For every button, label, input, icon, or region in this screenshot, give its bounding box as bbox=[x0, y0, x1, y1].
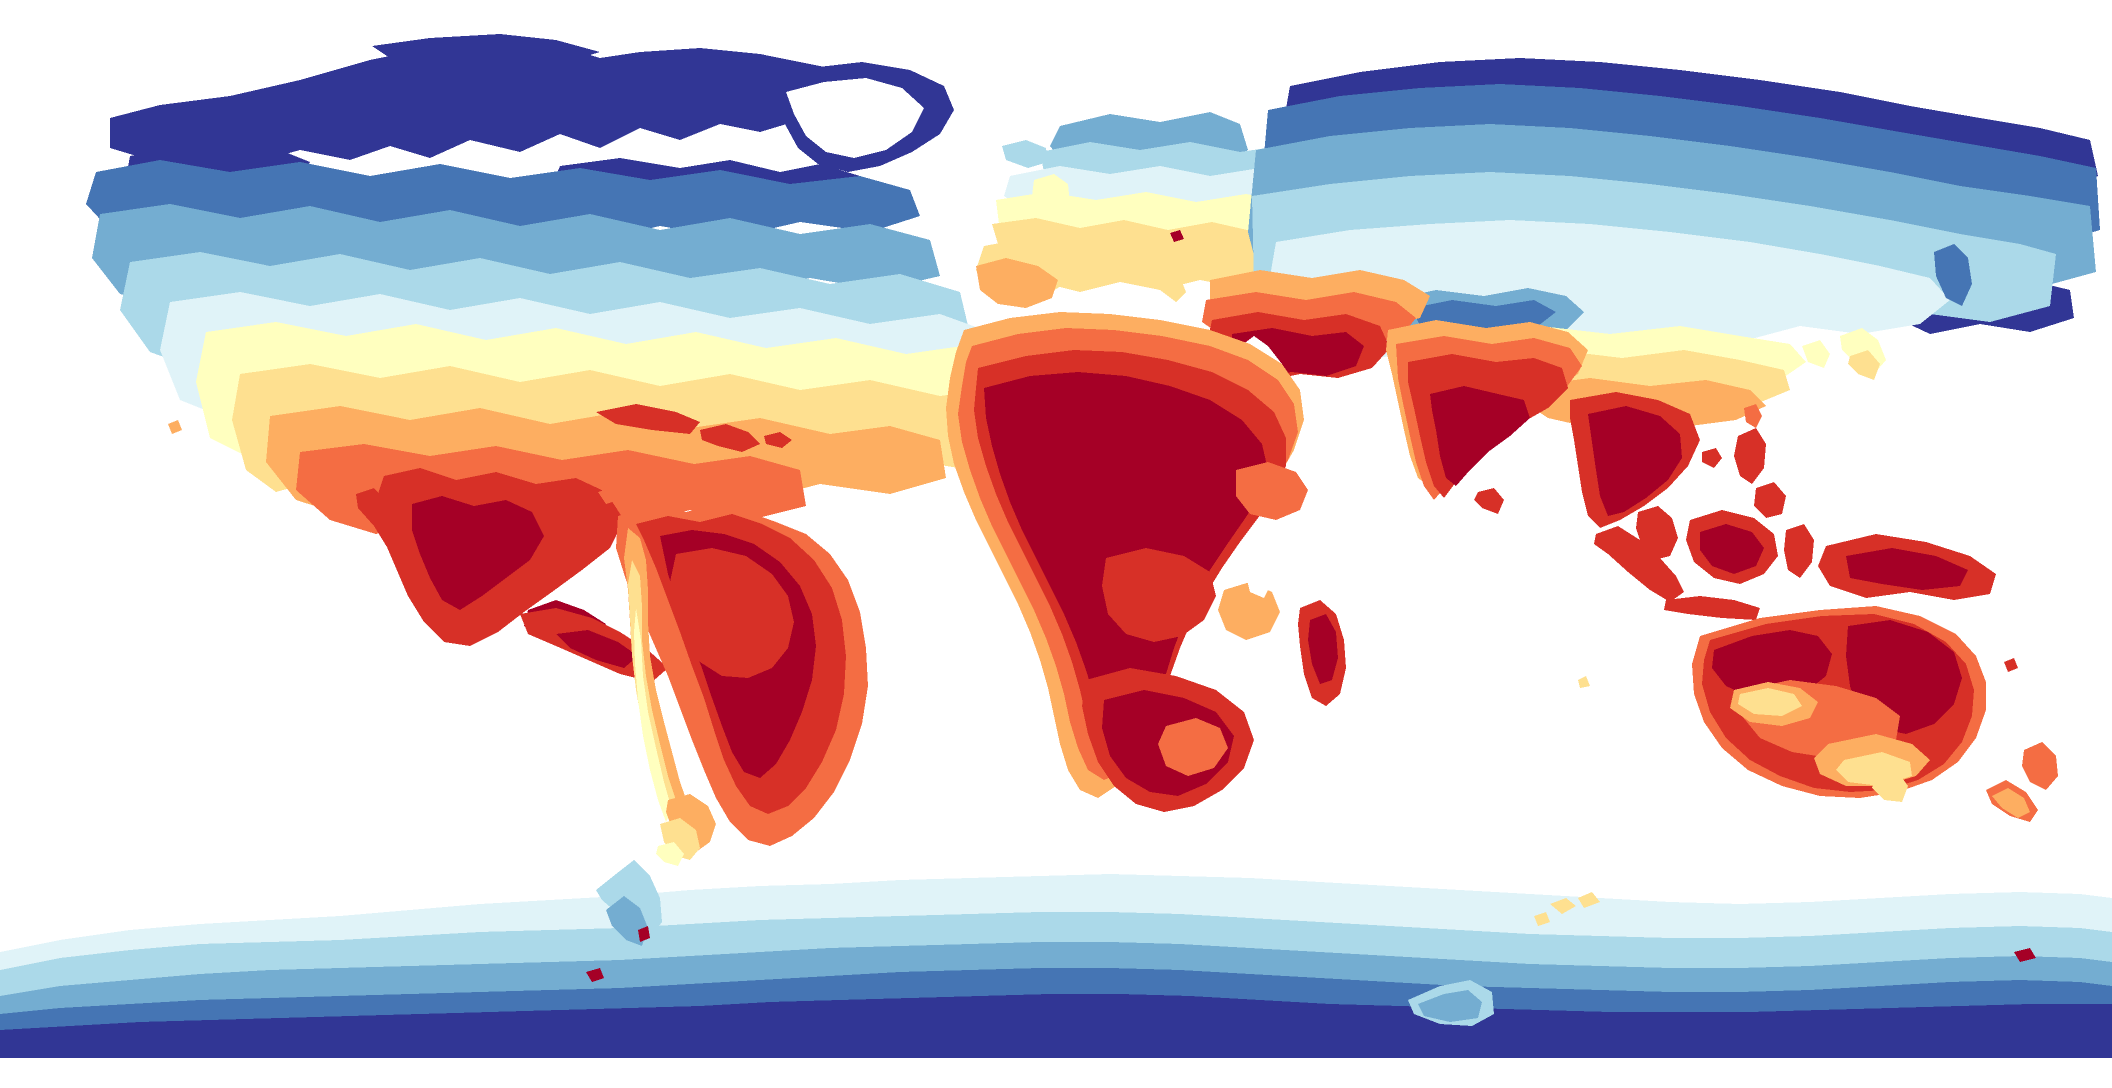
ant-ross-band-2 bbox=[1418, 990, 1482, 1022]
patagonia-band-6 bbox=[660, 818, 700, 860]
island-speck-6 bbox=[1578, 892, 1600, 908]
java-band-9 bbox=[1664, 596, 1760, 620]
taiwan-band-8 bbox=[1744, 404, 1762, 428]
island-speck-7 bbox=[1578, 676, 1590, 688]
caribbean-pr bbox=[764, 432, 792, 448]
ant-anomaly-3 bbox=[2014, 948, 2036, 962]
ant-anomaly-2 bbox=[638, 926, 650, 942]
region-india bbox=[1386, 320, 1588, 514]
ant-blank-top bbox=[0, 1058, 2112, 1088]
patagonia-tip-band-5 bbox=[656, 842, 684, 866]
kamchatka-band-1 bbox=[1934, 244, 1972, 306]
region-africa bbox=[946, 312, 1346, 812]
island-speck-4 bbox=[1826, 616, 1842, 630]
region-asia bbox=[1248, 58, 2100, 428]
japan-band-6 bbox=[1848, 350, 1880, 380]
india-band-10 bbox=[1430, 386, 1530, 486]
sumatra-band-9 bbox=[1594, 526, 1684, 602]
sa-amazon-band-9 bbox=[670, 548, 794, 678]
na-band-0b bbox=[372, 34, 600, 64]
srilanka bbox=[1474, 488, 1504, 514]
ant-band-0 bbox=[0, 994, 2112, 1058]
italy-band-6 bbox=[1126, 244, 1186, 302]
philippines-band-9 bbox=[1734, 428, 1766, 484]
na-band-9-baja bbox=[356, 488, 424, 588]
ant-peninsula-band-2 bbox=[606, 896, 648, 946]
andes-band-7 bbox=[624, 528, 700, 846]
africa-ethiopia-band-8 bbox=[1236, 462, 1308, 520]
island-speck-5 bbox=[2004, 658, 2018, 672]
borneo-band-10 bbox=[1700, 524, 1764, 574]
greenland-interior-blank bbox=[786, 78, 924, 158]
caribbean-hispaniola bbox=[700, 424, 760, 452]
caspian-anomaly-2 bbox=[1170, 230, 1184, 242]
au-band-6-interior bbox=[1738, 688, 1802, 716]
region-australia bbox=[1692, 606, 2058, 822]
region-small-islands bbox=[168, 420, 2018, 926]
ca-band-10 bbox=[556, 630, 638, 668]
region-middle-east bbox=[1202, 270, 1430, 414]
island-speck-2 bbox=[1534, 912, 1550, 926]
korea-band-5 bbox=[1802, 340, 1830, 368]
hainan-band-9 bbox=[1702, 448, 1722, 468]
region-north-america bbox=[86, 34, 1034, 682]
philippines-2-band-9 bbox=[1754, 482, 1786, 518]
na-band-10-mexico bbox=[412, 496, 544, 610]
caribbean-cuba bbox=[596, 404, 700, 434]
uk-band-5 bbox=[1032, 174, 1070, 216]
nz-south-band-7 bbox=[1992, 788, 2030, 818]
region-southeast-asia bbox=[1570, 392, 1996, 620]
island-speck-1 bbox=[168, 420, 182, 434]
africa-congo-band-9 bbox=[1102, 548, 1216, 642]
tasmania-band-6 bbox=[1872, 772, 1908, 802]
region-antarctica bbox=[0, 860, 2112, 1088]
region-south-america bbox=[616, 504, 868, 866]
region-greenland bbox=[760, 62, 1048, 172]
caribbean-lesser bbox=[598, 488, 618, 504]
newguinea-band-10 bbox=[1846, 548, 1968, 590]
ant-peninsula-band-3 bbox=[596, 860, 662, 938]
nz-north-band-8 bbox=[2022, 742, 2058, 790]
iberia-band-7 bbox=[976, 258, 1058, 308]
madagascar-band-10 bbox=[1308, 614, 1338, 684]
sulawesi-band-9 bbox=[1784, 524, 1814, 578]
island-speck-3 bbox=[1550, 898, 1576, 914]
iceland bbox=[1002, 140, 1048, 168]
sea-band-10 bbox=[1588, 406, 1682, 516]
na-band-0c bbox=[440, 78, 740, 110]
africa-rift-blank bbox=[1246, 570, 1272, 598]
ant-anomaly-1 bbox=[586, 968, 604, 982]
africa-kalahari-band-8 bbox=[1158, 718, 1228, 776]
